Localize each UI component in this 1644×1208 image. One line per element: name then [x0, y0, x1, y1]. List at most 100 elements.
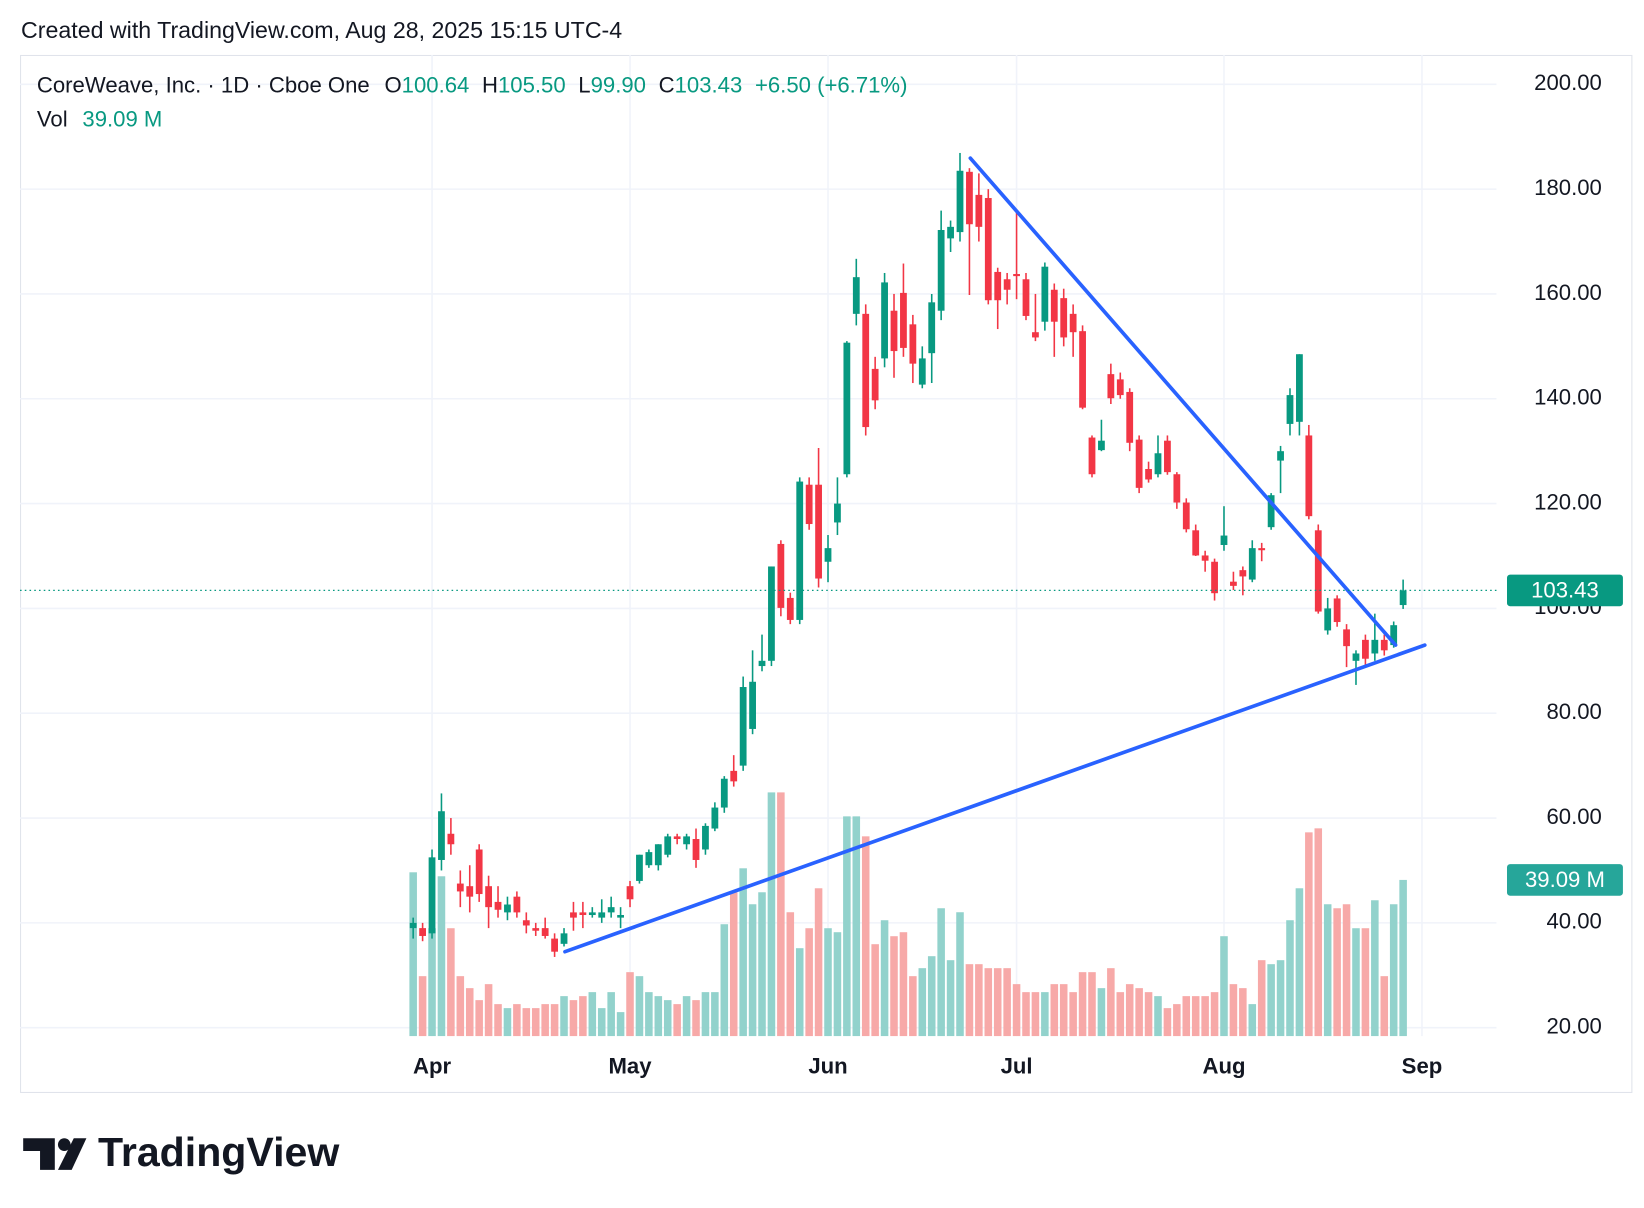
volume-bar — [1295, 888, 1304, 1037]
candle-body — [551, 938, 558, 952]
y-tick-label: 60.00 — [1546, 804, 1601, 829]
last-price-box — [1507, 574, 1623, 607]
y-tick-label: 120.00 — [1534, 489, 1602, 514]
volume-bar — [946, 960, 955, 1037]
ohlc-value: 99.90 — [591, 72, 646, 97]
y-tick-label: 140.00 — [1534, 385, 1602, 410]
candle-body — [1154, 453, 1162, 475]
candle-body — [494, 901, 502, 910]
candle-body — [532, 928, 540, 931]
candle-body — [1399, 590, 1407, 606]
volume-bar — [1022, 992, 1030, 1037]
candle-body — [1362, 639, 1369, 659]
volume-bar — [956, 912, 964, 1037]
volume-bar — [645, 992, 653, 1037]
candle-body — [1003, 279, 1011, 290]
volume-bar — [739, 868, 747, 1037]
volume-bar — [1154, 996, 1162, 1037]
ohlc-value: 100.64 — [402, 72, 470, 97]
volume-bar — [975, 964, 983, 1037]
candle-body — [824, 548, 832, 562]
volume-bar — [1125, 984, 1134, 1037]
candle-body — [1296, 354, 1303, 422]
volume-bar — [909, 976, 917, 1037]
volume-bar — [654, 996, 663, 1037]
last-volume-label: 39.09 M — [1525, 867, 1605, 892]
volume-bar — [692, 1000, 700, 1037]
candle-body — [1277, 451, 1284, 461]
chart-frame — [20, 54, 1633, 1093]
volume-bar — [1305, 832, 1313, 1037]
volume-bar — [1333, 908, 1341, 1037]
candle-body — [758, 660, 766, 667]
volume-bar — [494, 1004, 502, 1037]
volume-bar — [748, 904, 757, 1037]
candle-body — [598, 912, 606, 918]
ohlc-value: 105.50 — [498, 72, 566, 97]
candle-body — [1126, 391, 1134, 443]
legend-line: CoreWeave, Inc. · 1D · Cboe One O100.64 H1… — [37, 72, 908, 97]
candle-body — [1380, 639, 1388, 651]
volume-bar — [682, 996, 691, 1037]
candle-body — [1173, 474, 1181, 503]
volume-bar — [1088, 972, 1096, 1037]
candle-body — [1248, 548, 1256, 580]
candle-body — [768, 566, 775, 661]
volume-bar — [579, 996, 587, 1037]
volume-bar — [465, 988, 474, 1037]
candle-body — [1333, 598, 1341, 623]
volume-bar — [1314, 828, 1323, 1037]
candle-body — [720, 778, 728, 808]
candle-body — [975, 194, 983, 227]
volume-bar — [456, 976, 465, 1037]
last-volume-box — [1507, 864, 1623, 896]
candle-body — [447, 833, 455, 845]
logo-mark — [23, 1138, 55, 1170]
volume-bar — [1399, 879, 1407, 1037]
candle-body — [1079, 331, 1086, 408]
volume-bar — [852, 816, 861, 1037]
candle-body — [588, 912, 596, 916]
candle-body — [852, 277, 860, 314]
volume-bar — [1371, 900, 1379, 1037]
candle-body — [607, 907, 615, 913]
volume-bar — [937, 908, 945, 1037]
volume-bar — [428, 928, 436, 1037]
volume-bar — [965, 964, 974, 1037]
candle-body — [1032, 332, 1039, 338]
candle-body — [739, 687, 747, 766]
candle-body — [994, 271, 1002, 301]
volume-bar — [1107, 968, 1115, 1037]
candle-body — [664, 836, 672, 855]
volume-bar — [1182, 996, 1191, 1037]
candle-body — [1239, 570, 1247, 577]
volume-bar — [522, 1008, 531, 1037]
volume-bar — [1229, 984, 1238, 1037]
volume-bar — [484, 984, 493, 1037]
candle-body — [1182, 502, 1190, 530]
volume-bar — [673, 1004, 681, 1037]
volume-bar — [1389, 904, 1398, 1037]
volume-value: 39.09 M — [82, 106, 162, 131]
volume-bar — [880, 920, 889, 1037]
volume-bar — [1116, 992, 1125, 1037]
volume-bar — [1239, 988, 1247, 1037]
candle-body — [466, 886, 474, 897]
volume-bar — [1257, 960, 1266, 1037]
volume-bar — [777, 792, 785, 1037]
volume-bar — [805, 928, 813, 1037]
candle-body — [1201, 555, 1209, 561]
volume-bar — [588, 992, 597, 1037]
volume-bar — [993, 968, 1002, 1037]
volume-bar — [1191, 996, 1200, 1037]
volume-bar — [1041, 992, 1049, 1037]
candle-body — [1145, 468, 1152, 480]
volume-bar — [1361, 928, 1370, 1037]
volume-bar — [513, 1004, 521, 1037]
attribution: Created with TradingView.com, Aug 28, 20… — [21, 17, 622, 43]
candle-body — [805, 484, 813, 525]
candle-body — [1314, 530, 1322, 612]
volume-bar — [1059, 984, 1068, 1037]
x-tick-label: May — [608, 1054, 652, 1079]
x-tick-label: Apr — [413, 1054, 451, 1079]
